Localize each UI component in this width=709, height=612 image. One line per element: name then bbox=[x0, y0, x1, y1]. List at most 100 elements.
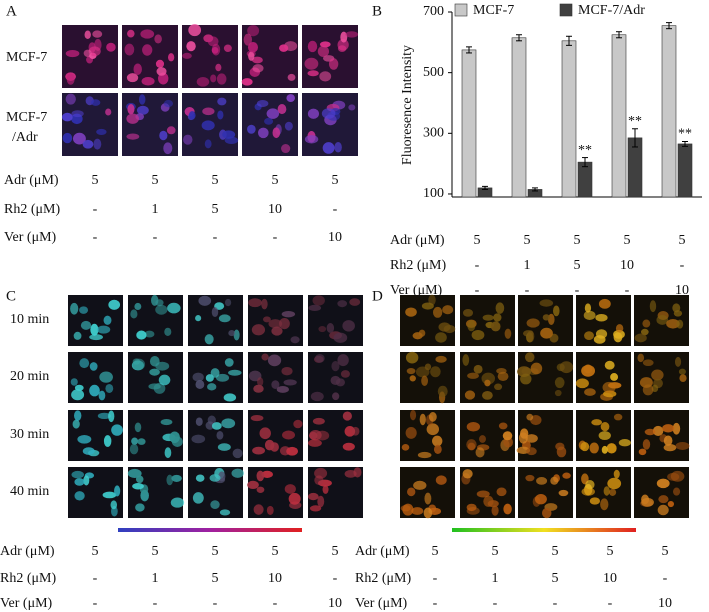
cell-text: - bbox=[433, 596, 438, 611]
cell-text: 5 bbox=[492, 544, 499, 559]
row-label: Rh2 (μM) bbox=[4, 202, 60, 217]
cell-text: 5 bbox=[212, 202, 219, 217]
cell bbox=[266, 108, 280, 119]
cell bbox=[134, 422, 142, 433]
bar bbox=[661, 25, 677, 198]
row-label: Rh2 (μM) bbox=[390, 258, 446, 273]
cell bbox=[600, 421, 610, 432]
cell bbox=[438, 322, 451, 332]
cell bbox=[342, 411, 352, 421]
cell-text: 5 bbox=[332, 544, 339, 559]
cell bbox=[409, 375, 416, 382]
cell bbox=[482, 314, 494, 321]
cell bbox=[170, 497, 185, 508]
panel-label: D bbox=[372, 288, 383, 304]
bar bbox=[461, 49, 477, 198]
cell bbox=[103, 315, 112, 325]
cell bbox=[651, 369, 664, 381]
cell bbox=[209, 474, 221, 482]
cell bbox=[99, 371, 113, 383]
cell-text: 5 bbox=[212, 544, 219, 559]
cell bbox=[243, 33, 253, 46]
cell bbox=[84, 30, 91, 40]
cell bbox=[606, 443, 617, 454]
cell bbox=[642, 384, 654, 396]
row-label: Adr (μM) bbox=[0, 544, 55, 559]
cell bbox=[268, 319, 283, 329]
bar bbox=[611, 34, 627, 198]
cell bbox=[503, 503, 512, 515]
cell bbox=[525, 474, 535, 482]
cell bbox=[216, 430, 224, 440]
cell-text: 5 bbox=[552, 571, 559, 586]
cell bbox=[160, 419, 173, 426]
cell-text: - bbox=[93, 202, 98, 217]
cell bbox=[164, 447, 172, 459]
cell bbox=[166, 474, 174, 486]
cell bbox=[247, 124, 256, 134]
cell bbox=[82, 447, 95, 455]
cell bbox=[281, 144, 291, 154]
cell bbox=[163, 142, 173, 155]
cell bbox=[271, 380, 280, 389]
cell bbox=[241, 78, 253, 86]
cell bbox=[462, 309, 474, 317]
cell bbox=[581, 364, 596, 377]
cell bbox=[332, 392, 340, 401]
y-tick-label: 700 bbox=[423, 4, 444, 19]
cell bbox=[318, 325, 327, 333]
cell-text: 10 bbox=[675, 283, 689, 298]
cell bbox=[559, 361, 574, 374]
cell bbox=[337, 45, 347, 52]
cell bbox=[491, 505, 499, 516]
cell bbox=[340, 370, 350, 378]
cell bbox=[667, 500, 675, 508]
row-label: /Adr bbox=[12, 130, 38, 145]
cell bbox=[328, 58, 339, 70]
cell-text: 5 bbox=[474, 233, 481, 248]
cell bbox=[257, 377, 264, 387]
cell bbox=[195, 417, 203, 426]
cell bbox=[672, 303, 681, 313]
cell bbox=[228, 330, 236, 337]
cell bbox=[487, 500, 499, 508]
cell bbox=[251, 56, 263, 64]
cell bbox=[595, 313, 608, 322]
cell bbox=[526, 413, 534, 421]
cell-text: 5 bbox=[432, 544, 439, 559]
cell bbox=[520, 373, 532, 385]
cell-text: 5 bbox=[662, 544, 669, 559]
cell bbox=[542, 314, 551, 321]
row-label: Ver (μM) bbox=[4, 230, 57, 245]
cell bbox=[322, 485, 329, 494]
y-tick-label: 100 bbox=[423, 186, 444, 201]
cell bbox=[558, 489, 569, 497]
cell bbox=[192, 492, 204, 504]
cell-text: 1 bbox=[152, 202, 159, 217]
cell bbox=[158, 374, 171, 386]
cell bbox=[253, 504, 264, 515]
cell bbox=[598, 298, 611, 309]
cell bbox=[90, 323, 99, 336]
cell-text: 1 bbox=[524, 258, 531, 273]
cell-text: - bbox=[93, 596, 98, 611]
cell bbox=[216, 73, 227, 85]
cell bbox=[102, 491, 117, 499]
bar bbox=[577, 161, 593, 198]
cell bbox=[407, 487, 416, 497]
cell bbox=[210, 74, 217, 83]
cell bbox=[674, 356, 682, 367]
cell bbox=[330, 375, 341, 386]
cell bbox=[210, 368, 220, 378]
cell bbox=[277, 103, 287, 115]
cell bbox=[493, 313, 502, 322]
cell bbox=[304, 135, 319, 144]
cell bbox=[410, 409, 417, 421]
legend-swatch bbox=[559, 3, 573, 17]
cell bbox=[252, 64, 264, 73]
cell bbox=[264, 117, 274, 125]
cell bbox=[591, 419, 603, 426]
cell bbox=[498, 422, 508, 430]
cell-text: - bbox=[93, 571, 98, 586]
cell bbox=[307, 108, 320, 119]
